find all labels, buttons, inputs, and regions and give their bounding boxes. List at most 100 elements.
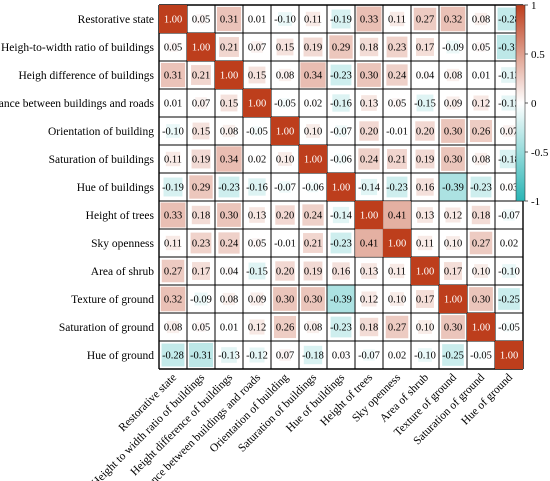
cell-value-label-r6-c2: -0.23 [218, 183, 240, 194]
cell-value-label-r8-c10: 0.10 [444, 239, 462, 250]
heatmap-cell-r3-c6 [332, 94, 350, 112]
cell-value-label-r7-c12: -0.07 [498, 211, 520, 222]
cell-value-label-r1-c6: 0.29 [332, 43, 350, 54]
heatmap-cell-r1-c8 [386, 36, 408, 58]
heatmap-cell-r3-c7 [361, 95, 377, 111]
heatmap-cell-r9-c10 [444, 262, 462, 280]
cell-value-label-r4-c8: -0.01 [386, 127, 408, 138]
cell-value-label-r11-c11: 1.00 [472, 323, 490, 334]
heatmap-cell-r10-c9 [416, 290, 434, 308]
row-label-12: Hue of ground [87, 350, 154, 362]
cell-value-label-r2-c6: -0.23 [330, 71, 352, 82]
cell-value-label-r6-c0: -0.19 [162, 183, 184, 194]
cell-value-label-r6-c12: 0.03 [500, 183, 518, 194]
heatmap-cell-r1-c6 [329, 35, 353, 59]
heatmap-cell-r2-c12 [501, 67, 517, 83]
heatmap-cell-r10-c0 [160, 286, 186, 312]
cell-value-label-r1-c1: 1.00 [192, 43, 210, 54]
cell-value-label-r8-c8: 1.00 [388, 239, 406, 250]
cell-value-label-r5-c1: 0.19 [192, 155, 210, 166]
heatmap-cell-r4-c0 [166, 124, 180, 138]
cell-value-label-r8-c0: 0.11 [164, 239, 182, 250]
cell-value-label-r7-c2: 0.30 [220, 211, 238, 222]
heatmap-cell-r2-c9 [420, 70, 430, 80]
cell-value-label-r11-c0: 0.08 [164, 323, 182, 334]
cell-value-label-r0-c12: -0.28 [498, 15, 520, 26]
heatmap-cell-r1-c2 [219, 37, 239, 57]
heatmap-cell-r7-c4 [275, 205, 295, 225]
heatmap-cell-r3-c4 [280, 98, 290, 108]
heatmap-cell-r3-c0 [170, 100, 176, 106]
cell-value-label-r6-c8: -0.23 [386, 183, 408, 194]
cell-value-label-r5-c9: 0.19 [416, 155, 434, 166]
cell-value-label-r10-c5: 0.30 [304, 295, 322, 306]
cell-value-label-r6-c5: -0.06 [302, 183, 324, 194]
cell-value-label-r5-c0: 0.11 [164, 155, 182, 166]
cell-value-label-r10-c7: 0.12 [360, 295, 378, 306]
heatmap-cell-r12-c11 [476, 350, 486, 360]
cell-value-label-r12-c12: 1.00 [500, 351, 518, 362]
heatmap-cell-r3-c3 [243, 89, 271, 117]
row-label-5: Saturation of buildings [49, 154, 155, 166]
cell-value-label-r1-c12: -0.31 [498, 43, 520, 54]
row-label-9: Area of shrub [91, 266, 154, 278]
row-label-0: Restorative state [78, 14, 154, 26]
heatmap-cell-r8-c4 [282, 240, 288, 246]
heatmap-cell-r3-c5 [309, 99, 317, 107]
heatmap-cell-r0-c0 [159, 5, 187, 33]
cell-value-label-r0-c5: 0.11 [304, 15, 322, 26]
heatmap-cell-r4-c12 [503, 125, 515, 137]
colorbar-tick-label-4: -1 [531, 196, 540, 208]
heatmap-cell-r9-c2 [224, 266, 234, 276]
heatmap-cell-r6-c12 [505, 183, 513, 191]
cell-value-label-r3-c7: 0.13 [360, 99, 378, 110]
heatmap-cell-r10-c10 [439, 285, 467, 313]
heatmap-cell-r5-c11 [474, 152, 488, 166]
cell-value-label-r7-c6: -0.14 [330, 211, 353, 222]
heatmap-cell-r8-c2 [218, 232, 240, 254]
cell-value-label-r0-c6: -0.19 [330, 15, 352, 26]
heatmap-cell-r8-c8 [383, 229, 411, 257]
colorbar-gradient [515, 4, 526, 202]
cell-value-label-r0-c0: 1.00 [164, 15, 182, 26]
heatmap-cell-r2-c0 [160, 62, 186, 88]
cell-value-label-r4-c4: 1.00 [276, 127, 294, 138]
cell-value-label-r2-c12: -0.13 [498, 71, 520, 82]
cell-value-label-r2-c0: 0.31 [164, 71, 182, 82]
cell-value-label-r9-c12: -0.10 [498, 267, 520, 278]
heatmap-cell-r10-c11 [469, 287, 493, 311]
heatmap-cell-r4-c2 [222, 124, 236, 138]
cell-value-label-r12-c1: -0.31 [190, 351, 212, 362]
heatmap-cell-r9-c12 [502, 264, 516, 278]
heatmap-cell-r12-c2 [221, 347, 237, 363]
cell-value-label-r10-c1: -0.09 [190, 295, 212, 306]
cell-value-label-r11-c3: 0.12 [248, 323, 266, 334]
cell-value-label-r0-c11: 0.08 [472, 15, 490, 26]
cell-value-label-r5-c8: 0.21 [388, 155, 406, 166]
row-label-4: Orientation of building [48, 126, 154, 138]
heatmap-cell-r4-c11 [469, 119, 493, 143]
cell-value-label-r12-c10: -0.25 [442, 351, 464, 362]
cell-value-label-r0-c2: 0.31 [220, 15, 238, 26]
heatmap-cell-r9-c6 [332, 262, 350, 280]
cell-value-label-r10-c11: 0.30 [472, 295, 490, 306]
cell-value-label-r5-c12: -0.18 [498, 155, 520, 166]
cell-value-label-r8-c9: 0.11 [416, 239, 434, 250]
cell-value-label-r4-c10: 0.30 [444, 127, 462, 138]
heatmap-cell-r11-c1 [196, 322, 206, 332]
heatmap-cell-r12-c1 [188, 342, 214, 368]
heatmap-cell-r8-c0 [165, 235, 181, 251]
cell-value-label-r5-c4: 0.10 [276, 155, 294, 166]
heatmap-cell-r3-c9 [416, 94, 434, 112]
heatmap-cell-r10-c7 [361, 291, 377, 307]
heatmap-cell-r2-c1 [191, 65, 211, 85]
cell-value-label-r6-c1: 0.29 [192, 183, 210, 194]
heatmap-cell-r0-c2 [216, 6, 242, 32]
heatmap-cell-r0-c12 [497, 7, 521, 31]
heatmap-cell-r5-c12 [499, 149, 519, 169]
cell-value-label-r2-c5: 0.34 [304, 71, 323, 82]
cell-value-label-r3-c3: 1.00 [248, 99, 266, 110]
heatmap-cell-r0-c5 [305, 11, 321, 27]
cell-value-label-r2-c1: 0.21 [192, 71, 210, 82]
